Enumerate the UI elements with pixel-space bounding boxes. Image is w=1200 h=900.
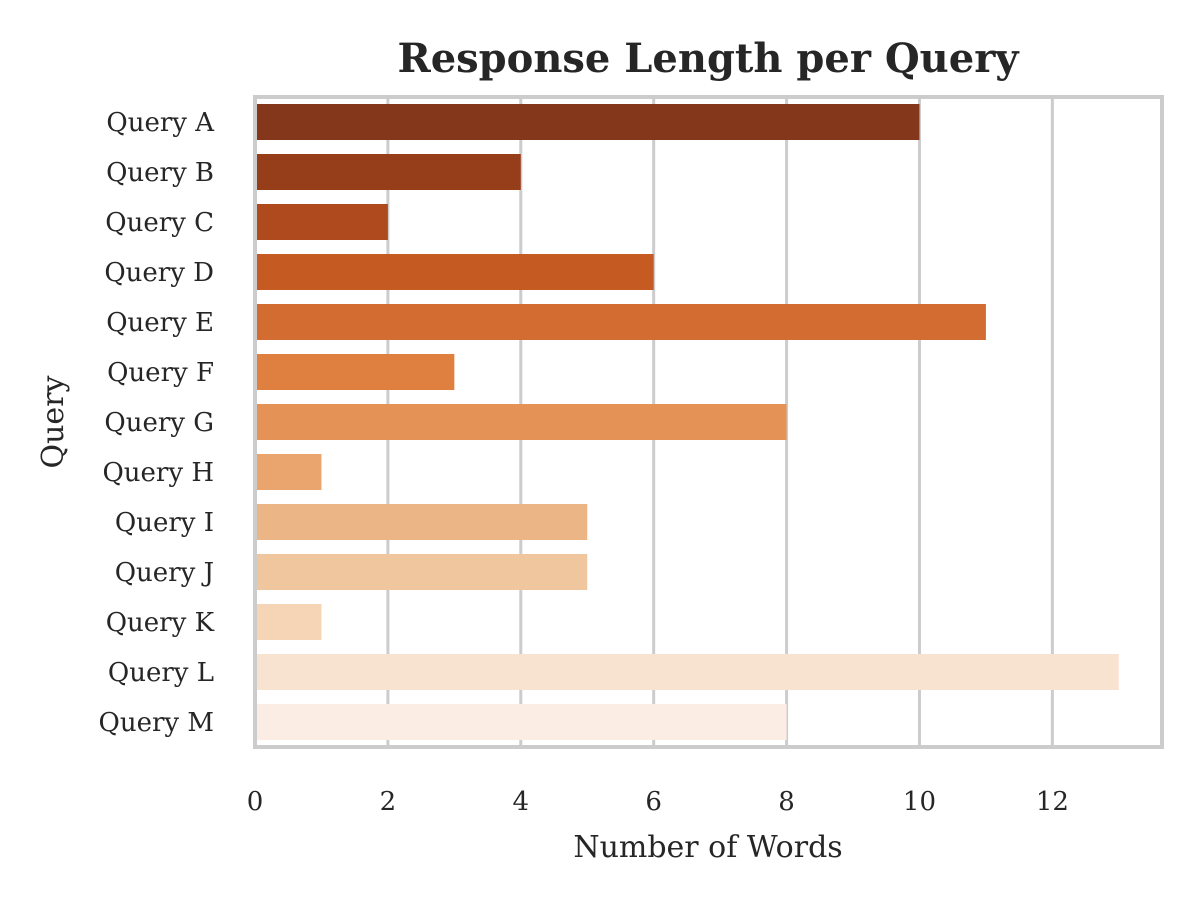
x-tick-label: 10 [903, 787, 936, 817]
y-tick-label: Query L [108, 658, 214, 688]
y-tick-label: Query F [107, 358, 214, 388]
bar-query-g [255, 404, 787, 440]
bar-query-c [255, 204, 388, 240]
bar-query-m [255, 704, 787, 740]
x-tick-labels: 0 2 4 6 8 10 12 [247, 787, 1069, 817]
y-tick-label: Query A [106, 108, 215, 138]
x-axis-label: Number of Words [573, 830, 842, 865]
y-tick-label: Query E [106, 308, 214, 338]
bar-query-a [255, 104, 920, 140]
bar-query-k [255, 604, 322, 640]
y-tick-label: Query H [102, 458, 214, 488]
bar-query-j [255, 554, 588, 590]
bar-query-l [255, 654, 1119, 690]
y-tick-label: Query M [99, 708, 214, 738]
bar-query-d [255, 254, 654, 290]
bar-query-e [255, 304, 986, 340]
x-tick-label: 2 [380, 787, 397, 817]
y-tick-label: Query I [115, 508, 214, 538]
y-tick-label: Query J [115, 558, 214, 588]
y-tick-label: Query G [104, 408, 214, 438]
bar-query-i [255, 504, 588, 540]
plot-frame [253, 95, 1164, 749]
bar-query-h [255, 454, 322, 490]
bar-query-b [255, 154, 521, 190]
chart-title: Response Length per Query [397, 35, 1020, 82]
y-tick-label: Query D [104, 258, 214, 288]
bar-query-f [255, 354, 455, 390]
y-tick-label: Query B [106, 158, 214, 188]
x-tick-label: 6 [645, 787, 662, 817]
x-tick-label: 4 [513, 787, 530, 817]
x-tick-label: 12 [1036, 787, 1069, 817]
x-tick-label: 8 [778, 787, 795, 817]
y-tick-labels: Query A Query B Query C Query D Query E Query… [99, 108, 216, 738]
y-axis-label: Query [36, 375, 71, 468]
bars [255, 104, 1119, 740]
y-tick-label: Query K [106, 608, 215, 638]
y-tick-label: Query C [105, 208, 214, 238]
x-tick-label: 0 [247, 787, 264, 817]
